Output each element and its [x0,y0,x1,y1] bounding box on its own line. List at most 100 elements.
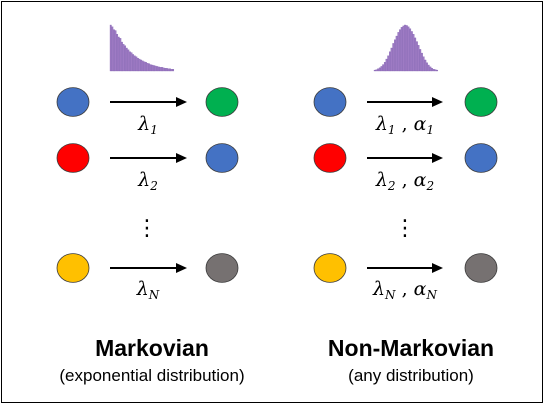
histogram-bar [380,66,383,72]
histogram-bar [135,56,138,72]
histogram-bar [409,28,412,72]
non-markovian-title: Non-Markovian [328,335,494,361]
histogram-bar [164,68,167,72]
histogram-bar [431,68,433,72]
histogram-bar [383,62,386,72]
histogram-bar [157,66,160,72]
histogram-bar [397,32,400,72]
state-node-red [56,143,90,173]
histogram-bar [399,29,401,72]
arrow-head-icon [176,97,187,107]
histogram-bar [405,25,408,72]
histogram-bar [412,34,415,72]
histogram-bar [130,52,133,72]
histogram-bar [146,63,149,72]
histogram-bar [378,67,381,72]
markovian-caption: (exponential distribution) [59,366,244,385]
state-node-blue [464,143,498,173]
histogram-bar [170,69,173,72]
rate-label: λN , αN [372,278,438,302]
histogram-bar [116,34,119,72]
histogram-bar [113,29,115,72]
histogram-bar [125,47,128,72]
non-markovian-transitions: λ1 , α1 λ2 , α2 λN , αN [313,87,498,302]
histogram-bar [172,69,175,72]
histogram-bar [162,67,165,72]
histogram-bar [404,24,407,72]
histogram-bar [153,65,155,72]
state-node-yellow [313,253,347,283]
state-node-red [313,143,347,173]
histogram-bar [427,64,430,72]
histogram-bar [132,54,135,72]
histogram-bar [141,60,144,72]
non-markovian-histogram [373,24,439,72]
non-markovian-caption: (any distribution) [348,366,474,385]
markovian-ellipsis: ⋮ [136,216,158,241]
rate-label: λ1 , α1 [375,113,434,137]
histogram-bar [133,55,136,72]
histogram-bar [159,67,162,72]
arrow-head-icon [432,153,443,163]
histogram-bar [389,51,391,72]
histogram-bar [117,36,120,72]
histogram-bar [429,66,432,72]
markovian-title: Markovian [95,335,209,361]
markovian-transitions: λ1 λ2 λN [56,87,239,302]
histogram-bar [426,62,428,72]
histogram-bar [161,67,163,72]
histogram-bar [129,51,131,72]
histogram-bar [402,25,405,72]
histogram-bar [432,69,435,72]
histogram-bar [114,30,117,72]
histogram-bar [385,58,388,72]
histogram-bar [373,69,376,72]
histogram-bar [400,27,403,72]
arrow-head-icon [432,97,443,107]
state-node-gray [205,253,239,283]
histogram-bar [122,44,125,72]
arrow-head-icon [432,263,443,273]
histogram-bar [387,55,390,72]
histogram-bar [165,68,168,72]
non-markovian-ellipsis: ⋮ [394,216,416,241]
histogram-bar [410,31,413,72]
histogram-bar [137,57,139,72]
histogram-bar [119,38,122,72]
histogram-bar [167,68,170,72]
rate-label: λN [136,278,160,302]
state-node-yellow [56,253,90,283]
histogram-bar [127,49,130,72]
histogram-bar [417,45,420,72]
histogram-bar [124,45,127,72]
histogram-bar [111,26,114,72]
histogram-bar [154,65,157,72]
state-node-green [464,87,498,117]
histogram-bar [169,68,171,72]
markovian-histogram [109,24,175,72]
state-node-blue [205,143,239,173]
histogram-bar [421,52,423,72]
histogram-bar [395,35,398,72]
histogram-bar [140,59,143,72]
rate-label: λ2 [137,169,158,193]
arrow-head-icon [176,263,187,273]
histogram-bar [156,66,159,72]
histogram-bar [121,41,123,72]
histogram-bar [422,56,425,72]
histogram-bar [143,61,146,72]
histogram-bar [414,37,417,72]
state-node-gray [464,253,498,283]
histogram-bar [394,39,396,72]
histogram-bar [138,58,141,72]
histogram-bar [415,41,418,72]
histogram-bar [109,24,112,72]
histogram-bar [377,68,380,72]
histogram-bar [424,59,427,72]
rate-label: λ2 , α2 [375,169,434,193]
histogram-bar [375,69,378,72]
histogram-bar [407,26,410,72]
rate-label: λ1 [137,113,158,137]
